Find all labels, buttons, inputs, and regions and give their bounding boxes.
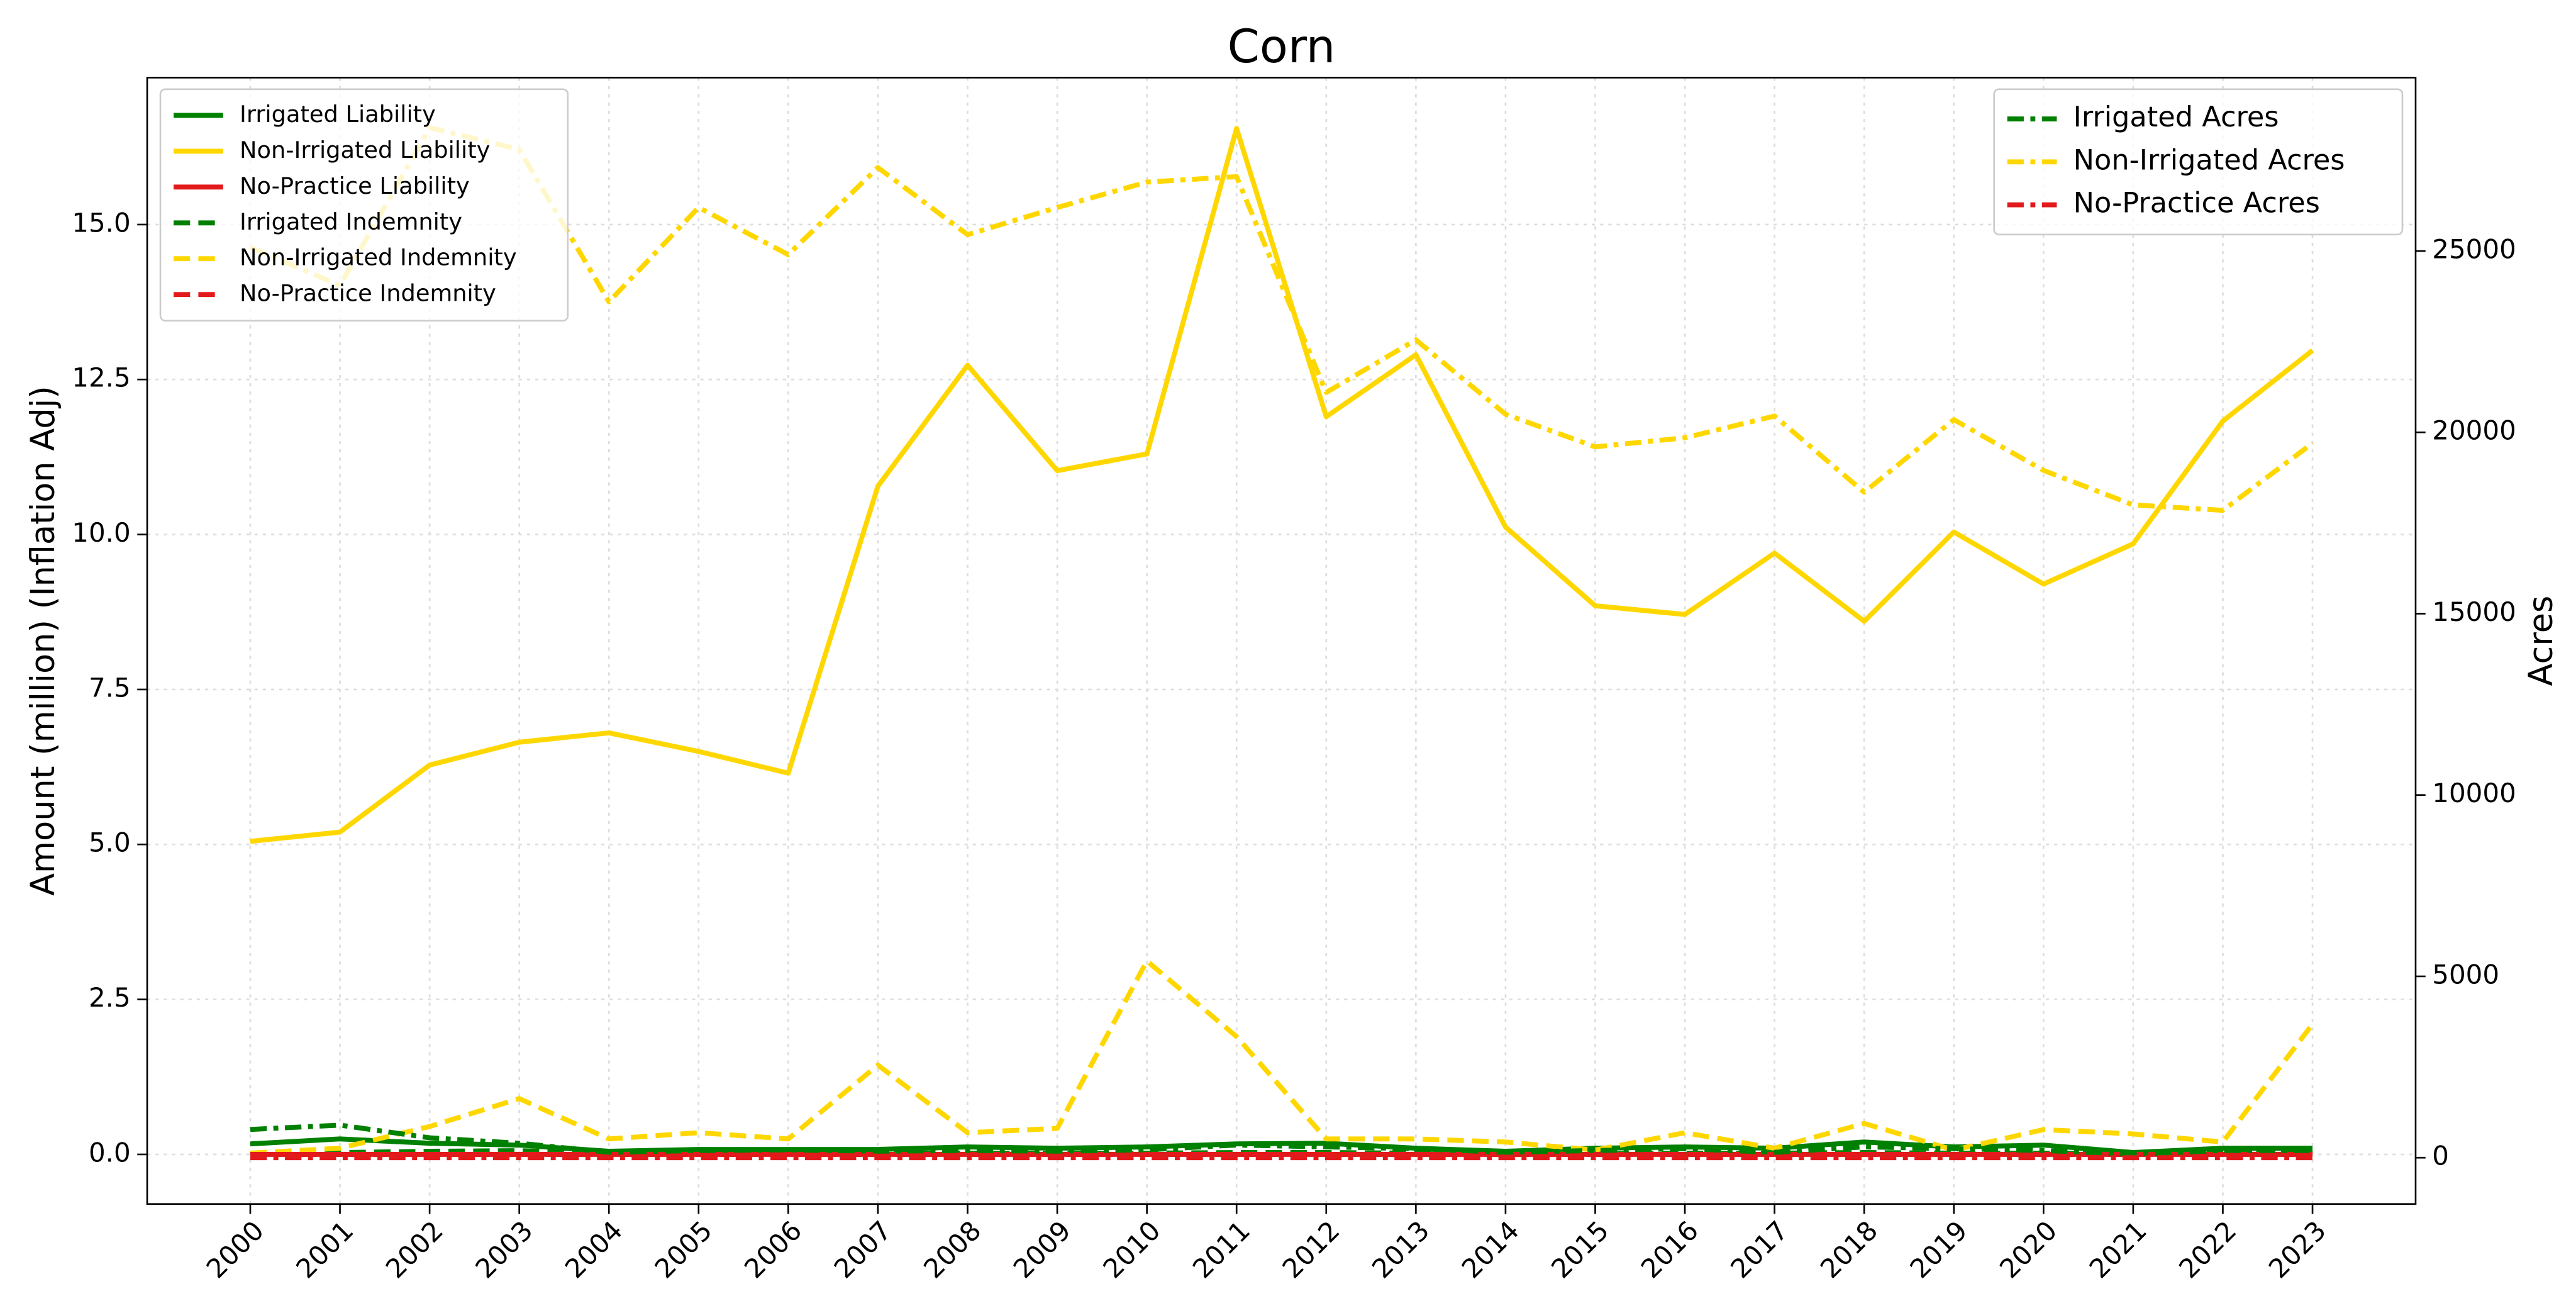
legend-box xyxy=(1993,88,2404,236)
legend-label: No-Practice Liability xyxy=(240,172,470,199)
x-tick-label: 2017 xyxy=(1724,1215,1794,1284)
chart-title: Corn xyxy=(1228,20,1336,74)
x-tick-label: 2011 xyxy=(1187,1215,1256,1284)
y2-tick-label: 15000 xyxy=(2432,596,2516,627)
y-tick-label: 0.0 xyxy=(89,1137,131,1168)
x-tick-label: 2016 xyxy=(1635,1215,1704,1284)
x-tick-label: 2005 xyxy=(649,1215,718,1284)
legend-label: No-Practice Acres xyxy=(2074,187,2320,220)
legend-label: Non-Irrigated Indemnity xyxy=(240,244,517,271)
x-tick-label: 2004 xyxy=(559,1215,628,1284)
x-tick-label: 2003 xyxy=(469,1215,538,1284)
legend-box xyxy=(159,88,569,322)
legend-label: Non-Irrigated Liability xyxy=(240,137,490,164)
x-tick-label: 2015 xyxy=(1545,1215,1614,1284)
y2-axis-label: Acres xyxy=(2522,596,2560,686)
y-tick-label: 7.5 xyxy=(89,672,131,703)
x-tick-label: 2022 xyxy=(2173,1215,2242,1284)
y2-tick-label: 10000 xyxy=(2432,778,2516,808)
y2-tick-label: 0 xyxy=(2432,1141,2449,1171)
x-tick-label: 2008 xyxy=(918,1215,987,1284)
x-tick-label: 2006 xyxy=(738,1215,808,1284)
x-tick-label: 2013 xyxy=(1366,1215,1435,1284)
plot-frame xyxy=(146,77,2417,1205)
x-tick-label: 2001 xyxy=(290,1215,359,1284)
legend: Irrigated Acres Non-Irrigated Acres No-Pra… xyxy=(1993,88,2404,236)
y2-tick-label: 5000 xyxy=(2432,959,2499,990)
x-tick-label: 2020 xyxy=(1994,1215,2063,1284)
y-tick-label: 15.0 xyxy=(72,207,131,238)
series-line xyxy=(250,126,2314,844)
y-tick-label: 12.5 xyxy=(72,362,131,393)
y-tick-label: 2.5 xyxy=(89,982,131,1013)
y-tick-label: 5.0 xyxy=(89,827,131,858)
x-tick-label: 2014 xyxy=(1456,1215,1525,1284)
x-tick-label: 2007 xyxy=(828,1215,897,1284)
y2-tick-label: 20000 xyxy=(2432,415,2516,446)
y-axis-label: Amount (million) (Inflation Adj) xyxy=(24,386,62,896)
series-line xyxy=(250,958,2315,1156)
legend-label: Irrigated Indemnity xyxy=(240,208,462,235)
x-tick-label: 2010 xyxy=(1097,1215,1166,1284)
y2-tick-label: 25000 xyxy=(2432,233,2516,264)
x-tick-label: 2012 xyxy=(1277,1215,1346,1284)
legend-label: Irrigated Liability xyxy=(240,101,436,128)
x-tick-label: 2009 xyxy=(1008,1215,1077,1284)
legend-label: Non-Irrigated Acres xyxy=(2074,143,2345,176)
series-line xyxy=(250,1122,2313,1157)
x-tick-label: 2021 xyxy=(2084,1215,2153,1284)
x-tick-label: 2023 xyxy=(2263,1215,2332,1284)
x-tick-label: 2019 xyxy=(1904,1215,1973,1284)
legend-label: No-Practice Indemnity xyxy=(240,280,496,307)
x-tick-label: 2000 xyxy=(201,1215,270,1284)
y-tick-label: 10.0 xyxy=(72,517,131,548)
legend-label: Irrigated Acres xyxy=(2074,101,2279,133)
x-tick-label: 2018 xyxy=(1814,1215,1884,1284)
legend: Irrigated Liability Non-Irrigated Liabili… xyxy=(159,88,569,322)
x-tick-label: 2002 xyxy=(380,1215,449,1284)
